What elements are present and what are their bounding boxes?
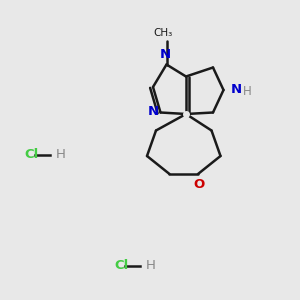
Text: N: N xyxy=(231,83,242,96)
Text: Cl: Cl xyxy=(24,148,38,161)
Text: H: H xyxy=(242,85,251,98)
Text: H: H xyxy=(56,148,65,161)
Text: CH₃: CH₃ xyxy=(154,28,173,38)
Text: Cl: Cl xyxy=(114,259,128,272)
Text: O: O xyxy=(194,178,205,191)
Text: H: H xyxy=(146,259,155,272)
Text: N: N xyxy=(147,105,159,119)
Text: N: N xyxy=(159,48,171,61)
